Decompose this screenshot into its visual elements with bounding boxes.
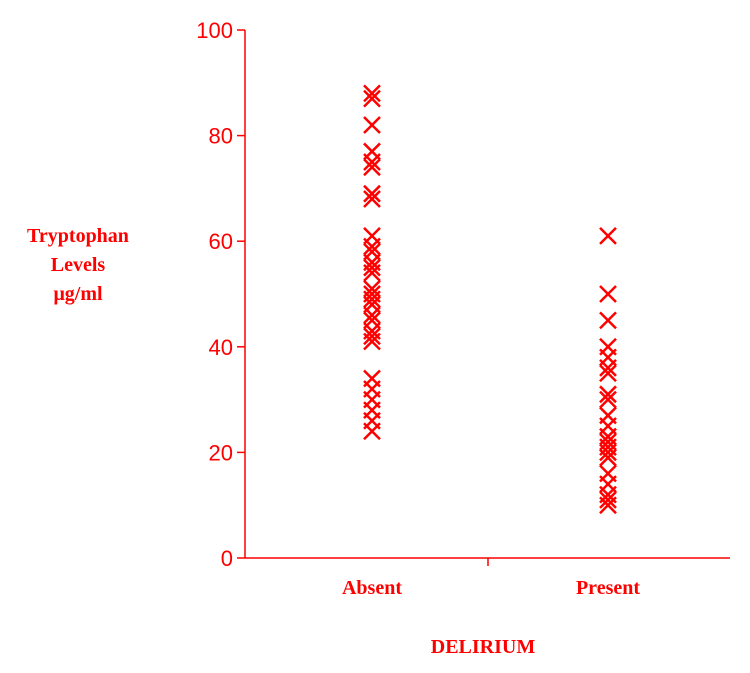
data-point-stroke xyxy=(363,306,381,325)
data-point xyxy=(599,448,617,467)
y-axis-label-line-2: Levels xyxy=(50,254,106,276)
data-point xyxy=(363,184,381,203)
data-point-stroke xyxy=(363,258,381,277)
data-point-stroke xyxy=(363,422,381,441)
x-categories: Absent Present xyxy=(342,577,640,599)
data-point xyxy=(363,153,381,171)
data-point-stroke xyxy=(599,390,617,409)
data-point-stroke xyxy=(363,89,381,108)
data-point xyxy=(363,84,381,103)
data-point xyxy=(599,227,617,245)
data-point-stroke xyxy=(363,327,381,346)
data-point xyxy=(363,190,381,208)
y-tick-label: 40 xyxy=(209,335,233,360)
y-tick-label: 0 xyxy=(221,546,233,571)
data-points xyxy=(363,84,617,515)
data-point xyxy=(599,491,617,509)
data-point-stroke xyxy=(363,116,381,134)
data-point-stroke xyxy=(599,364,617,383)
data-point-stroke xyxy=(599,385,617,404)
data-point-stroke xyxy=(599,359,617,377)
data-point xyxy=(363,332,381,351)
data-point-stroke xyxy=(363,263,381,282)
data-point xyxy=(599,359,617,377)
data-point xyxy=(363,258,381,277)
data-point xyxy=(363,422,381,441)
data-point-stroke xyxy=(599,448,617,467)
x-axis-label: DELIRIUM xyxy=(431,636,536,658)
data-point-stroke xyxy=(599,311,617,330)
data-point xyxy=(599,496,617,515)
data-point-stroke xyxy=(363,158,381,177)
data-point-stroke xyxy=(363,184,381,203)
y-tick-label: 80 xyxy=(209,124,233,149)
x-category-label: Present xyxy=(576,577,640,599)
y-axis-label-line-1: Tryptophan xyxy=(27,225,129,247)
data-point xyxy=(363,116,381,134)
axes xyxy=(244,30,730,566)
y-tick-label: 100 xyxy=(196,18,233,43)
data-point xyxy=(599,285,617,303)
data-point-stroke xyxy=(599,496,617,515)
y-ticks: 0 20 40 60 80 100 xyxy=(196,18,245,571)
data-point-stroke xyxy=(599,285,617,303)
data-point xyxy=(363,263,381,282)
y-tick-label: 20 xyxy=(209,440,233,465)
data-point xyxy=(363,89,381,108)
data-point xyxy=(599,390,617,409)
data-point xyxy=(363,290,381,309)
data-point xyxy=(363,306,381,325)
data-point-stroke xyxy=(599,227,617,245)
data-point-stroke xyxy=(599,491,617,509)
data-point-stroke xyxy=(363,190,381,208)
data-point xyxy=(363,158,381,177)
x-category-label: Absent xyxy=(342,577,402,599)
y-axis-label-line-3: μg/ml xyxy=(53,283,103,305)
data-point-stroke xyxy=(363,84,381,103)
y-axis-label: Tryptophan Levels μg/ml xyxy=(8,222,148,309)
data-point xyxy=(363,237,381,256)
data-point xyxy=(599,311,617,330)
data-point-stroke xyxy=(363,153,381,171)
data-point xyxy=(599,443,617,462)
data-point xyxy=(599,364,617,383)
data-point-stroke xyxy=(363,332,381,351)
data-point-stroke xyxy=(363,290,381,309)
data-point-stroke xyxy=(363,237,381,256)
data-point-stroke xyxy=(599,443,617,462)
y-tick-label: 60 xyxy=(209,229,233,254)
data-point xyxy=(599,385,617,404)
data-point xyxy=(363,327,381,346)
